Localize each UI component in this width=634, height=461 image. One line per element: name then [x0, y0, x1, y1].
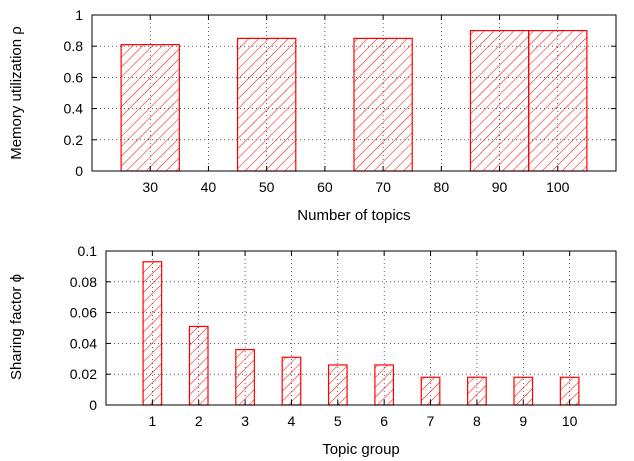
chart2-ytick-label: 0.04: [70, 335, 97, 351]
chart1-ticks: 0 0.2 0.4 0.6 0.8 1 30 40 50 60 70 80 90 100: [64, 7, 616, 195]
chart2-bar-4: [281, 356, 302, 406]
chart1-ytick-label: 0.4: [64, 101, 84, 117]
chart2-bar-3: [235, 348, 255, 406]
chart2-xtick-label: 8: [473, 413, 481, 429]
chart2-xtick-label: 5: [334, 413, 342, 429]
chart2-xtick-label: 10: [562, 413, 578, 429]
chart1-bar-50: [236, 37, 297, 172]
chart1-bar-100: [528, 30, 588, 172]
chart1-xlabel: Number of topics: [297, 207, 410, 224]
chart2-bars: [142, 261, 580, 406]
chart2-ylabel: Sharing factor ϕ: [8, 274, 25, 380]
chart1-ytick-label: 0.8: [64, 38, 84, 54]
chart1-ytick-label: 0.6: [64, 69, 84, 85]
chart1-xtick-label: 100: [546, 179, 570, 195]
chart2-bar-6: [374, 364, 395, 406]
chart1-xtick-label: 70: [375, 179, 391, 195]
chart2-ytick-label: 0.08: [70, 274, 97, 290]
chart2-grid: [106, 251, 616, 405]
chart1-xtick-label: 80: [434, 179, 450, 195]
chart1-ytick-label: 0: [75, 163, 83, 179]
chart1-bars: [120, 30, 588, 172]
chart2-xtick-label: 9: [519, 413, 527, 429]
chart2-xtick-label: 7: [427, 413, 435, 429]
chart2-bar-1: [142, 261, 163, 406]
chart1-xtick-label: 60: [317, 179, 333, 195]
chart2-ytick-label: 0: [89, 397, 97, 413]
chart2-bar-5: [327, 364, 348, 406]
chart2-xtick-label: 4: [288, 413, 296, 429]
chart2-xtick-label: 2: [195, 413, 203, 429]
chart2-xlabel: Topic group: [322, 441, 400, 458]
chart2-ytick-label: 0.02: [70, 366, 97, 382]
chart-sharing-factor: 0 0.02 0.04 0.06 0.08 0.1 1 2 3 4 5 6 7 8 9 10 Topic gr…: [8, 243, 617, 458]
chart-memory-utilization: 0 0.2 0.4 0.6 0.8 1 30 40 50 60 70 80 90 100 Number o…: [8, 7, 617, 224]
chart1-ylabel: Memory utilization ρ: [8, 26, 25, 160]
chart1-ytick-label: 1: [75, 7, 83, 23]
chart2-ticks: 0 0.02 0.04 0.06 0.08 0.1 1 2 3 4 5 6 7 8 9 10: [70, 243, 616, 429]
chart1-xtick-label: 30: [142, 179, 158, 195]
chart1-xtick-label: 40: [201, 179, 217, 195]
chart2-ytick-label: 0.1: [78, 243, 98, 259]
chart2-xtick-label: 6: [380, 413, 388, 429]
chart1-plot-frame: [91, 14, 617, 172]
chart2-plot-frame: [105, 250, 617, 406]
chart2-bar-2: [188, 325, 209, 406]
chart2-xtick-label: 1: [148, 413, 156, 429]
chart1-xtick-label: 90: [492, 179, 508, 195]
chart2-xtick-label: 3: [241, 413, 249, 429]
chart1-bar-30: [120, 44, 180, 172]
chart2-ytick-label: 0.06: [70, 305, 97, 321]
chart1-xtick-label: 50: [259, 179, 275, 195]
chart1-ytick-label: 0.2: [64, 132, 84, 148]
chart1-bar-90: [469, 30, 530, 172]
chart1-bar-70: [353, 37, 413, 172]
